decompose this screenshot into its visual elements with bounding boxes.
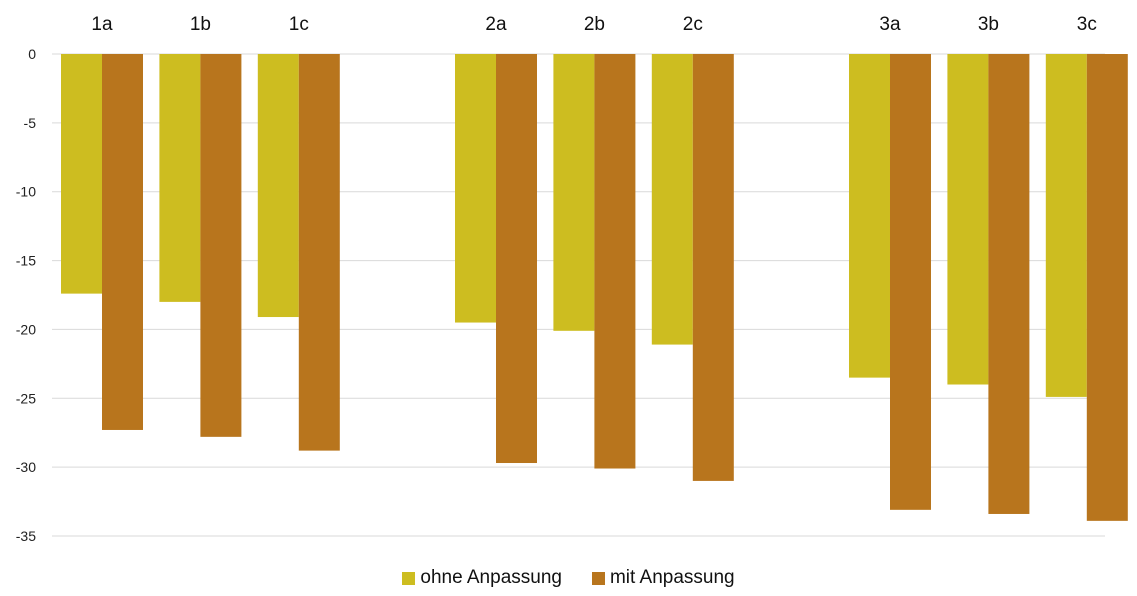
bar-3b-series-2 bbox=[988, 54, 1030, 514]
category-labels: 1a 1b 1c 2a 2b 2c 3a 3b 3c bbox=[91, 14, 1096, 35]
bar-2b-series-1 bbox=[553, 54, 595, 331]
bar-3c-series-2 bbox=[1086, 54, 1128, 521]
legend-label-series-1: ohne Anpassung bbox=[420, 567, 562, 588]
bar-1c-series-2 bbox=[298, 54, 340, 451]
y-axis-ticks: 0 -5 -10 -15 -20 -25 -30 -35 bbox=[16, 46, 36, 544]
bar-chart-plot: 0 -5 -10 -15 -20 -25 -30 -35 1a 1b 1c 2a 2b 2c 3a 3b 3c bbox=[16, 14, 1128, 544]
bar-1b-series-2 bbox=[200, 54, 242, 437]
bar-2a-series-1 bbox=[455, 54, 496, 323]
y-tick-label: -15 bbox=[16, 253, 36, 269]
bar-1a-series-1 bbox=[61, 54, 102, 294]
bar-2a-series-2 bbox=[496, 54, 537, 464]
bar-3c-series-1 bbox=[1045, 54, 1087, 397]
category-label-2b: 2b bbox=[584, 14, 605, 35]
category-label-3b: 3b bbox=[978, 14, 999, 35]
y-tick-label: -35 bbox=[16, 528, 36, 544]
bar-3b-series-1 bbox=[947, 54, 989, 385]
y-tick-label: -30 bbox=[16, 459, 36, 475]
legend-item-series-2: mit Anpassung bbox=[591, 567, 735, 589]
bar-1b-series-1 bbox=[159, 54, 201, 302]
category-label-2c: 2c bbox=[683, 14, 703, 35]
category-label-3c: 3c bbox=[1077, 14, 1097, 35]
bar-3a-series-1 bbox=[849, 54, 890, 378]
category-label-3a: 3a bbox=[879, 14, 901, 35]
category-label-1b: 1b bbox=[190, 14, 211, 35]
y-tick-label: -25 bbox=[16, 390, 36, 406]
category-label-1c: 1c bbox=[289, 14, 309, 35]
bar-2c-series-1 bbox=[651, 54, 693, 345]
y-tick-label: -20 bbox=[16, 321, 36, 337]
category-label-2a: 2a bbox=[485, 14, 507, 35]
legend: ohne Anpassung mit Anpassung bbox=[0, 567, 1137, 589]
bar-2c-series-2 bbox=[692, 54, 734, 481]
legend-swatch-series-1 bbox=[402, 571, 416, 585]
bars bbox=[61, 54, 1128, 521]
category-label-1a: 1a bbox=[91, 14, 113, 35]
y-tick-label: -5 bbox=[24, 115, 37, 131]
bar-3a-series-2 bbox=[890, 54, 931, 510]
y-tick-label: -10 bbox=[16, 184, 36, 200]
bar-2b-series-2 bbox=[594, 54, 636, 469]
y-tick-label: 0 bbox=[28, 46, 36, 62]
legend-item-series-1: ohne Anpassung bbox=[402, 567, 562, 589]
bar-1a-series-2 bbox=[102, 54, 143, 430]
legend-swatch-series-2 bbox=[591, 571, 605, 585]
bar-1c-series-1 bbox=[257, 54, 299, 318]
legend-label-series-2: mit Anpassung bbox=[609, 567, 735, 588]
